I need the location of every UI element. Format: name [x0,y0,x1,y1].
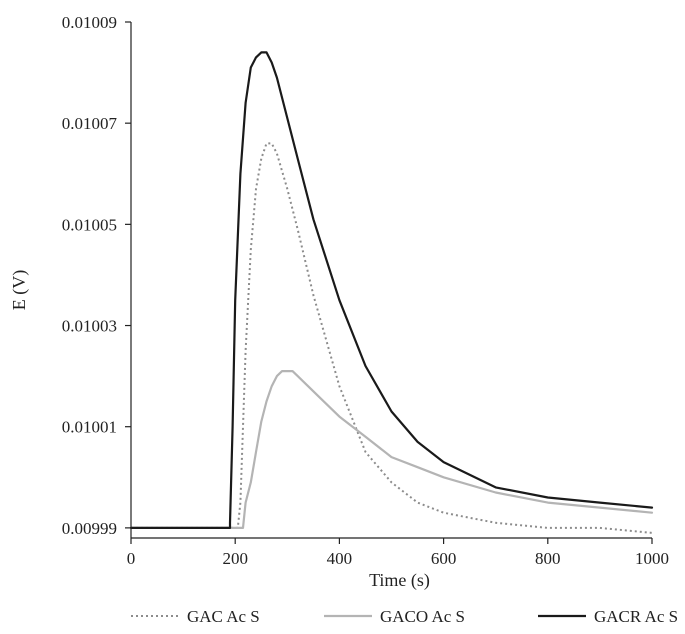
x-axis-title: Time (s) [369,570,430,591]
y-axis-title: E (V) [9,270,30,310]
y-tick-label: 0.01005 [62,215,117,234]
x-axis: 0 200 400 600 800 1000 [127,537,669,568]
series-line-1 [131,142,653,534]
y-tick-label: 0.00999 [62,519,117,538]
x-tick-label: 0 [127,549,136,568]
y-tick-label: 0.01003 [62,317,117,336]
y-tick-label: 0.01009 [62,13,117,32]
x-tick-label: 400 [327,549,353,568]
series-line-3 [129,51,654,529]
legend: GAC Ac S GACO Ac S GACR Ac S [131,607,678,626]
series-line-2 [129,370,654,529]
x-tick-label: 1000 [635,549,669,568]
legend-label: GACR Ac S [594,607,678,626]
y-tick-label: 0.01007 [62,114,118,133]
x-tick-label: 600 [431,549,457,568]
y-tick-label: 0.01001 [62,418,117,437]
legend-label: GACO Ac S [380,607,465,626]
legend-label: GAC Ac S [187,607,260,626]
plot-area [129,51,654,534]
y-axis: 0.00999 0.01001 0.01003 0.01005 0.01007 0.010… [62,13,132,538]
x-tick-label: 200 [222,549,248,568]
x-tick-label: 800 [535,549,561,568]
